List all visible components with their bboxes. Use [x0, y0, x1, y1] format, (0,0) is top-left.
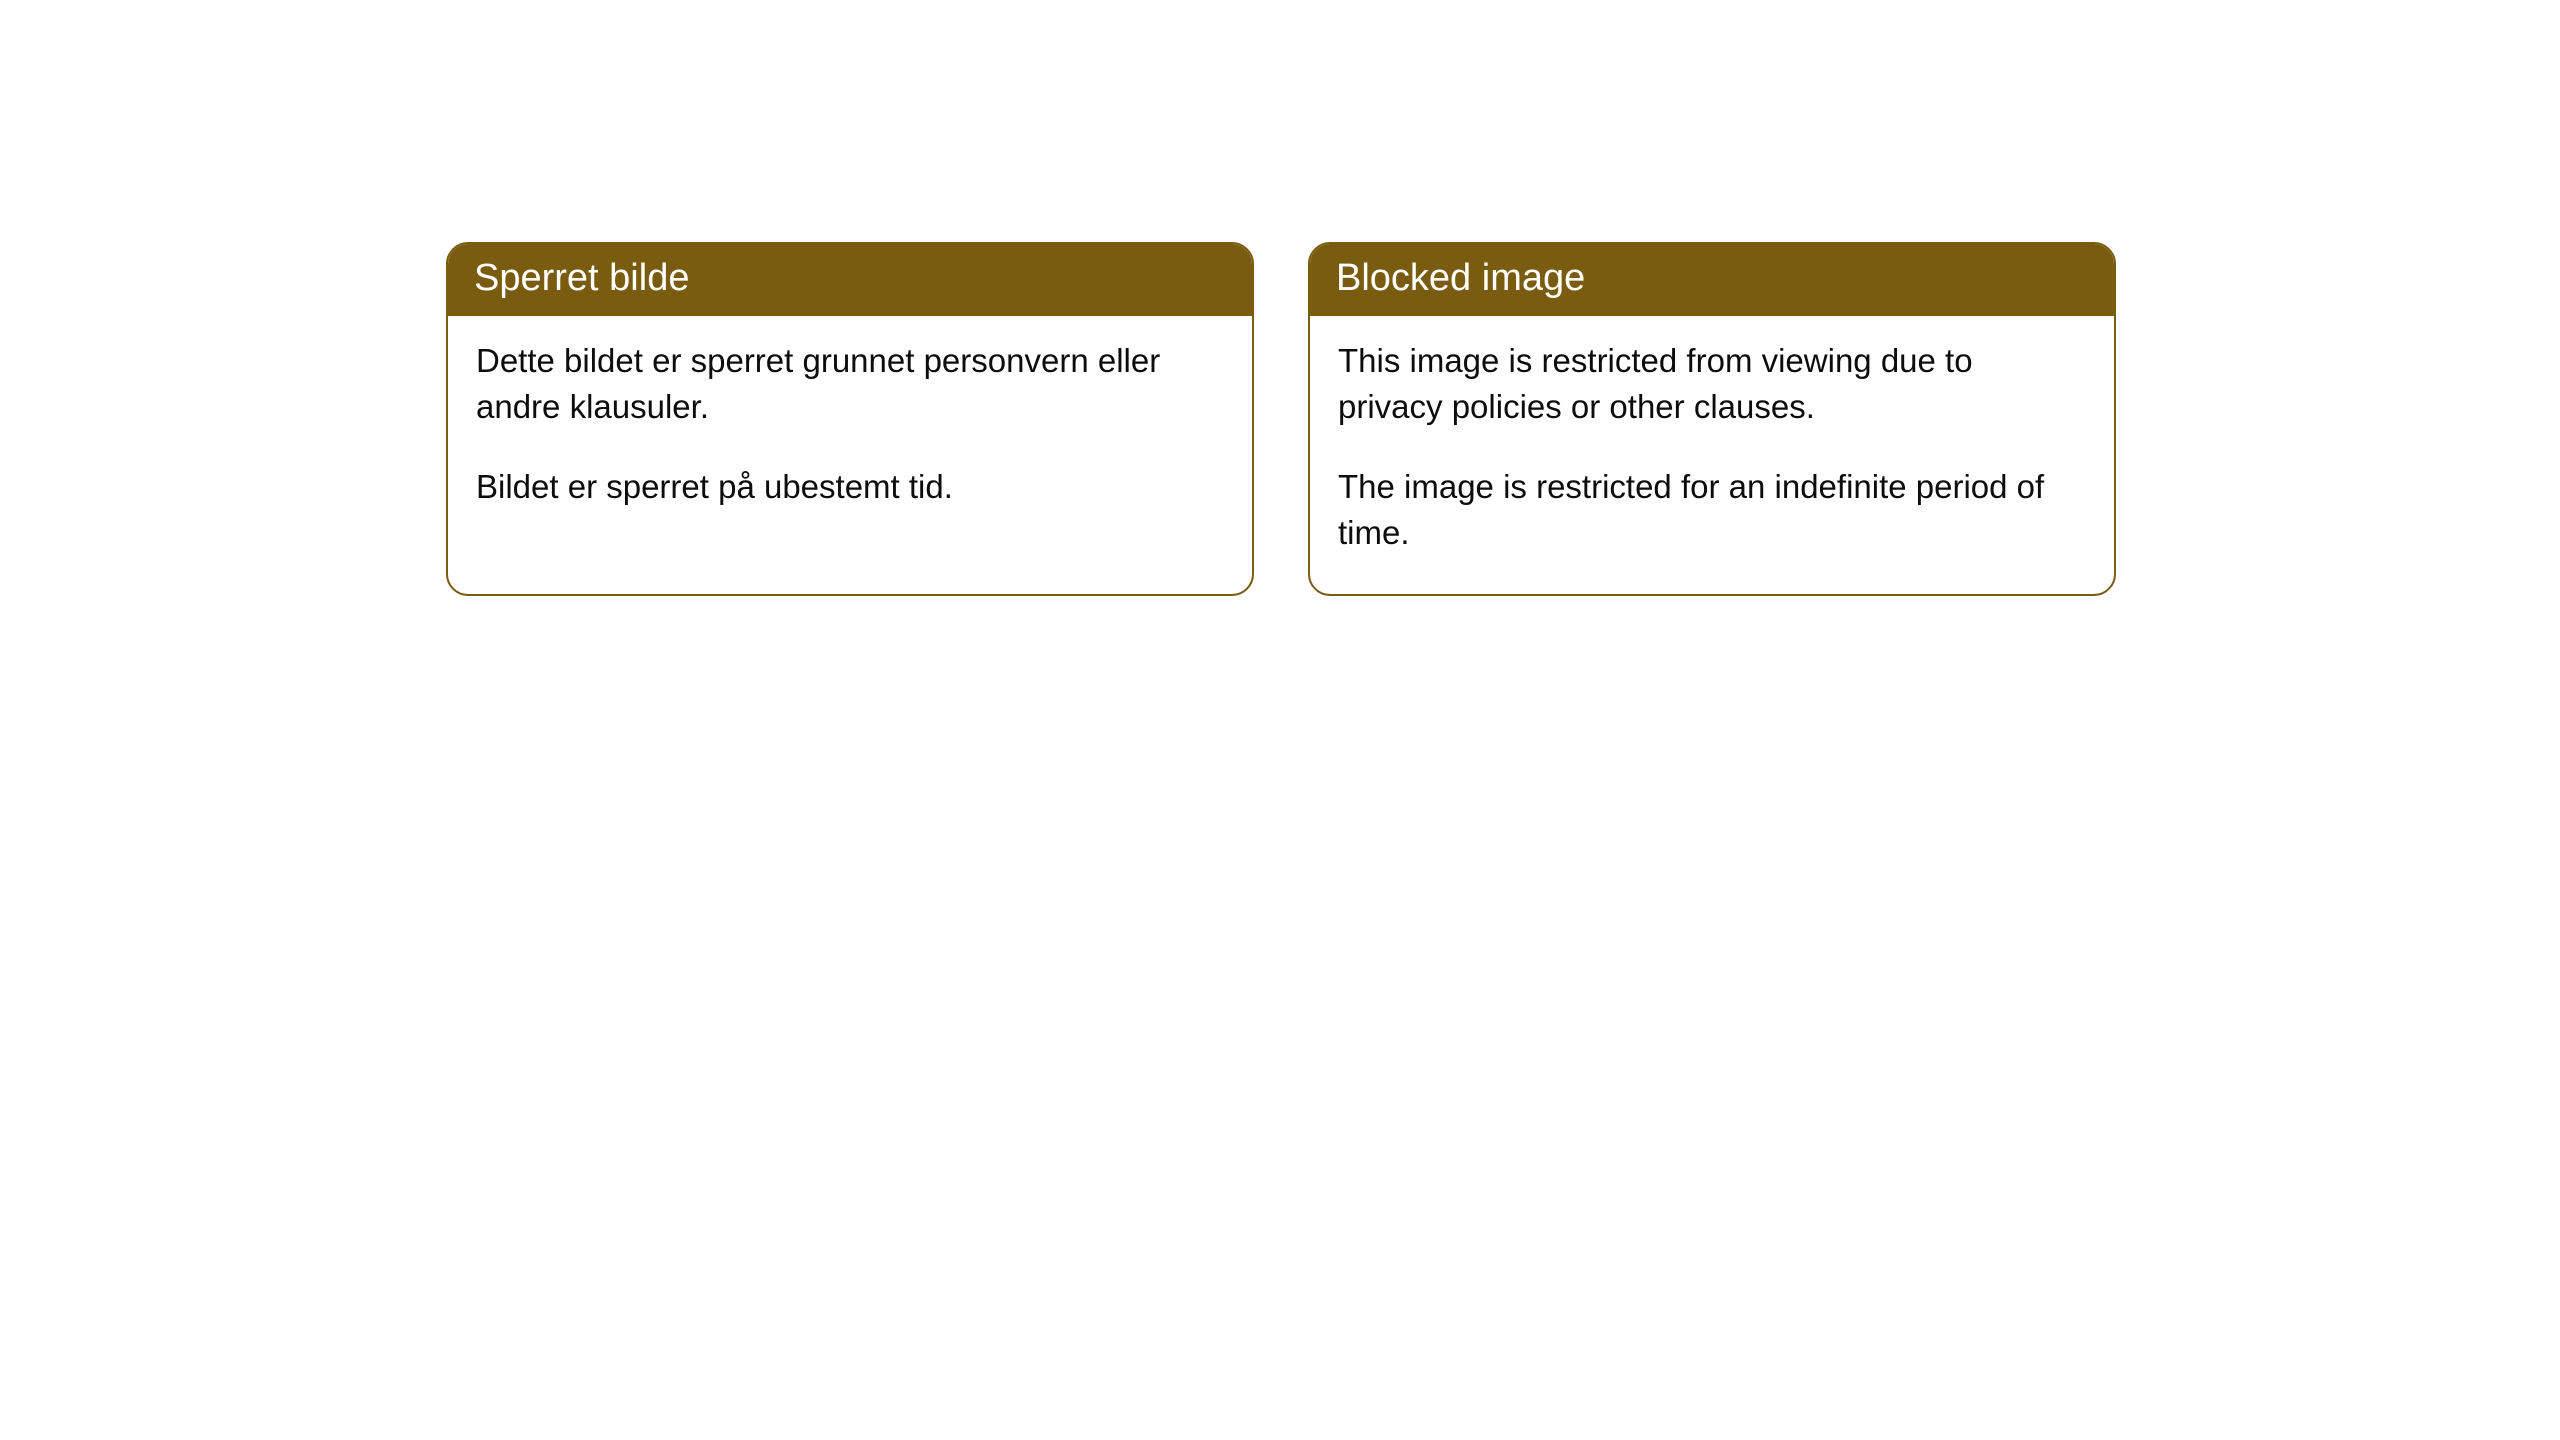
card-paragraph-1: This image is restricted from viewing du…: [1338, 338, 2086, 430]
cards-container: Sperret bilde Dette bildet er sperret gr…: [0, 0, 2560, 596]
card-body-english: This image is restricted from viewing du…: [1310, 316, 2114, 595]
card-title: Blocked image: [1336, 257, 1585, 299]
card-header-norwegian: Sperret bilde: [448, 244, 1252, 316]
card-paragraph-2: Bildet er sperret på ubestemt tid.: [476, 464, 1224, 510]
card-title: Sperret bilde: [474, 257, 689, 299]
blocked-image-card-norwegian: Sperret bilde Dette bildet er sperret gr…: [446, 242, 1254, 596]
card-paragraph-2: The image is restricted for an indefinit…: [1338, 464, 2086, 556]
card-body-norwegian: Dette bildet er sperret grunnet personve…: [448, 316, 1252, 549]
card-header-english: Blocked image: [1310, 244, 2114, 316]
blocked-image-card-english: Blocked image This image is restricted f…: [1308, 242, 2116, 596]
card-paragraph-1: Dette bildet er sperret grunnet personve…: [476, 338, 1224, 430]
